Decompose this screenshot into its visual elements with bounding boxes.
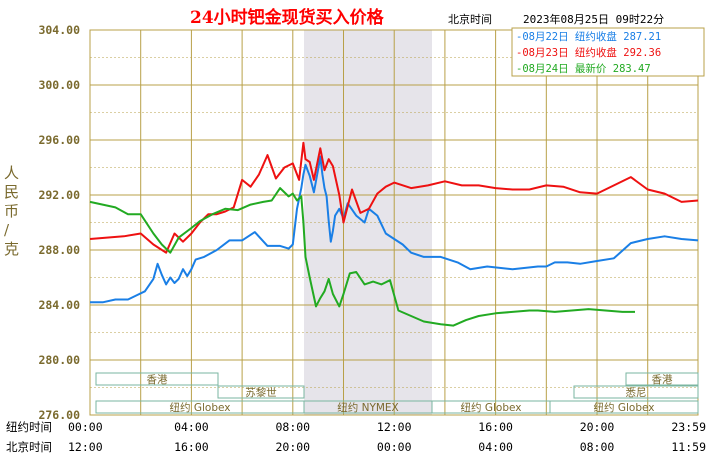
session-label: 纽约 Globex [170,401,231,414]
y-axis-label: 人民币/克 [4,164,19,258]
x-tick-bj: 00:00 [377,440,412,454]
y-tick-label: 280.00 [38,353,80,367]
x-tick-ny: 12:00 [377,420,412,434]
session-label: 香港 [147,374,168,386]
y-tick-label: 300.00 [38,78,80,92]
series-lines [89,141,699,327]
session-label: 香港 [652,374,673,386]
session-label: 悉尼 [626,387,647,399]
legend-item-0824: -08月24日 最新价 283.47 [516,62,651,75]
grid [89,29,699,416]
row-label-bj: 北京时间 [6,440,52,454]
session-box [625,372,699,386]
chart-title: 24小时钯金现货买入价格 [190,7,385,28]
session-box [573,385,699,399]
x-tick-bj: 12:00 [68,440,103,454]
y-tick-label: 288.00 [38,243,80,257]
svg-text:人民币/克: 人民币/克 [4,164,19,258]
y-tick-label: 276.00 [38,408,80,422]
session-box [217,385,305,399]
x-tick-ny: 20:00 [580,420,615,434]
session-label: 苏黎世 [245,386,277,399]
x-tick-bj: 16:00 [174,440,209,454]
legend-item-0823: -08月23日 纽约收盘 292.36 [516,46,661,59]
row-label-ny: 纽约时间 [6,420,52,434]
x-tick-ny: 23:59 [671,420,706,434]
legend-item-0822: -08月22日 纽约收盘 287.21 [516,30,661,43]
session-label: 纽约 Globex [461,401,522,414]
x-axis: 00:00 04:00 08:00 12:00 16:00 20:00 23:59 12:00… [68,420,706,454]
x-tick-ny: 00:00 [68,420,103,434]
y-label-char: 克 [4,240,19,258]
x-tick-ny: 16:00 [478,420,513,434]
timestamp: 2023年08月25日 09时22分 [523,12,664,26]
y-tick-label: 304.00 [38,23,80,37]
session-label: 纽约 NYMEX [337,401,399,414]
y-label-char: / [4,221,10,239]
y-tick-label: 296.00 [38,133,80,147]
y-axis: 304.00 300.00 296.00 292.00 288.00 284.00 280.… [38,23,80,422]
x-tick-ny: 04:00 [174,420,209,434]
series-line-2 [89,187,635,327]
x-tick-bj: 20:00 [275,440,310,454]
series-line-0 [90,155,699,304]
session-label: 纽约 Globex [594,401,655,414]
session-box [95,372,219,386]
session-box [549,400,699,414]
x-tick-bj: 08:00 [580,440,615,454]
y-tick-label: 292.00 [38,188,80,202]
y-label-char: 民 [4,183,19,201]
y-tick-label: 284.00 [38,298,80,312]
y-label-char: 币 [4,202,19,220]
x-tick-ny: 08:00 [275,420,310,434]
x-tick-bj: 04:00 [478,440,513,454]
x-tick-bj: 11:59 [671,440,706,454]
y-label-char: 人 [4,164,19,182]
timezone-label: 北京时间 [448,12,492,26]
legend: -08月22日 纽约收盘 287.21 -08月23日 纽约收盘 292.36 … [511,27,705,77]
